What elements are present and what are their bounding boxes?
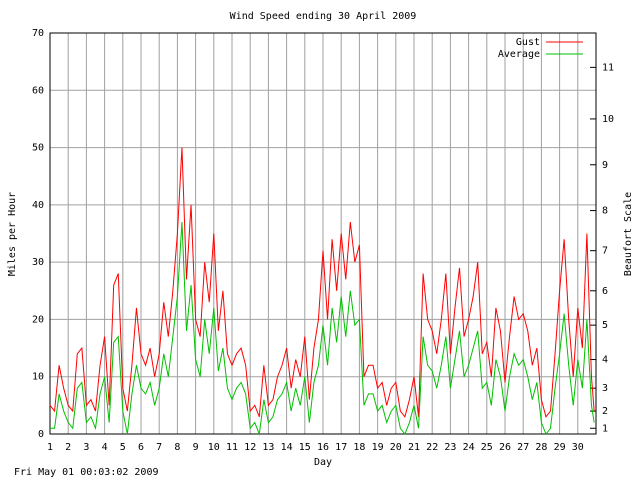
x-tick-label: 24 [463, 442, 475, 453]
x-tick-label: 11 [226, 442, 238, 453]
y-tick-label: 0 [38, 429, 44, 440]
y2-tick-label: 2 [602, 406, 608, 417]
x-tick-label: 23 [444, 442, 456, 453]
x-tick-label: 20 [390, 442, 402, 453]
x-tick-label: 19 [372, 442, 384, 453]
plot-frame [49, 32, 597, 435]
x-tick-label: 3 [83, 442, 89, 453]
x-tick-label: 30 [572, 442, 584, 453]
series-line [50, 222, 595, 436]
y-tick-label: 40 [32, 200, 44, 211]
x-tick-label: 28 [535, 442, 547, 453]
y2-axis-label: Beaufort Scale [623, 192, 634, 276]
y2-tick-label: 3 [602, 383, 608, 394]
x-tick-label: 5 [120, 442, 126, 453]
x-tick-label: 1 [47, 442, 53, 453]
x-tick-label: 25 [481, 442, 493, 453]
y-tick-label: 70 [32, 28, 44, 39]
footer: Fri May 01 00:03:02 2009 [14, 467, 159, 478]
chart-title: Wind Speed ending 30 April 2009 [230, 11, 417, 22]
legend-label: Gust [516, 37, 540, 48]
y2-tick-label: 11 [602, 62, 614, 73]
x-tick-label: 27 [517, 442, 529, 453]
y-tick-label: 60 [32, 85, 44, 96]
y2-tick-label: 8 [602, 206, 608, 217]
x-tick-label: 16 [317, 442, 329, 453]
x-tick-label: 6 [138, 442, 144, 453]
y-tick-label: 50 [32, 143, 44, 154]
y-tick-label: 20 [32, 314, 44, 325]
y-axis-label: Miles per Hour [7, 192, 18, 276]
y2-tick-label: 5 [602, 320, 608, 331]
x-tick-label: 12 [244, 442, 256, 453]
y2-tick-label: 1 [602, 423, 608, 434]
x-tick-label: 13 [262, 442, 274, 453]
x-tick-label: 7 [156, 442, 162, 453]
x-tick-label: 21 [408, 442, 420, 453]
legend-label: Average [498, 49, 540, 60]
x-tick-label: 18 [353, 442, 365, 453]
x-tick-label: 14 [281, 442, 293, 453]
y2-tick-label: 6 [602, 286, 608, 297]
y-tick-label: 10 [32, 372, 44, 383]
x-tick-label: 9 [193, 442, 199, 453]
x-tick-label: 26 [499, 442, 511, 453]
x-tick-label: 29 [554, 442, 566, 453]
x-tick-label: 22 [426, 442, 438, 453]
x-tick-label: 2 [65, 442, 71, 453]
series-line [49, 147, 595, 418]
x-tick-label: 17 [335, 442, 347, 453]
x-axis-label: Day [314, 457, 332, 468]
y2-tick-label: 10 [602, 114, 614, 125]
x-tick-label: 15 [299, 442, 311, 453]
y2-tick-label: 9 [602, 160, 608, 171]
y2-tick-label: 7 [602, 246, 608, 257]
x-tick-label: 10 [208, 442, 220, 453]
y-tick-label: 30 [32, 257, 44, 268]
y2-tick-label: 4 [602, 355, 608, 366]
x-tick-label: 4 [102, 442, 108, 453]
x-tick-label: 8 [174, 442, 180, 453]
